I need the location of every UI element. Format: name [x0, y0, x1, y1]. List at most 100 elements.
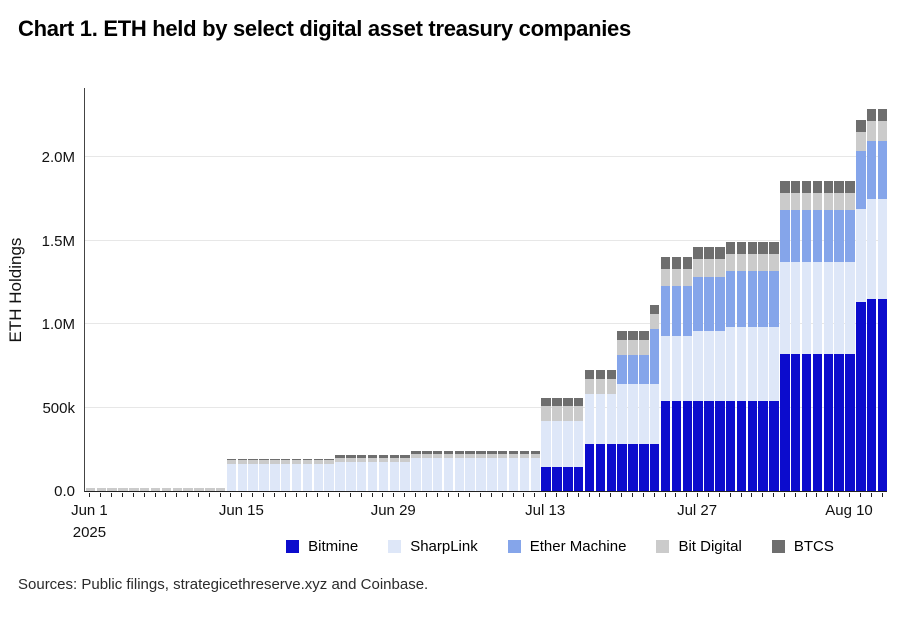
segment-bitmine — [606, 444, 616, 491]
legend-label: BTCS — [793, 538, 834, 555]
segment-bit-digital — [85, 487, 96, 491]
segment-sharplink — [530, 458, 541, 491]
segment-ether-machine — [682, 285, 692, 336]
segment-sharplink — [465, 458, 475, 491]
bar-day-22 — [324, 458, 334, 491]
gridline-1.0M — [85, 323, 887, 325]
day-tick — [859, 493, 861, 497]
segment-bit-digital — [389, 457, 399, 462]
day-tick — [686, 493, 688, 497]
y-tick-label-500k: 500k — [42, 399, 75, 417]
bar-day-43 — [552, 398, 562, 491]
segment-bit-digital — [628, 339, 638, 355]
day-tick — [783, 493, 785, 497]
bar-day-10 — [194, 487, 204, 491]
bar-day-7 — [161, 487, 172, 491]
segment-sharplink — [563, 420, 573, 467]
day-tick — [588, 493, 590, 497]
day-tick — [317, 493, 319, 497]
segment-bit-digital — [248, 459, 258, 464]
day-tick — [393, 493, 395, 497]
day-tick — [697, 493, 699, 497]
day-tick — [773, 493, 775, 497]
segment-bit-digital — [378, 457, 389, 462]
legend-swatch-icon — [286, 540, 300, 553]
segment-btcs — [324, 458, 334, 460]
segment-sharplink — [866, 198, 877, 300]
segment-ether-machine — [715, 276, 725, 331]
segment-btcs — [367, 454, 378, 458]
bar-day-71 — [856, 120, 866, 491]
segment-sharplink — [791, 262, 801, 355]
segment-ether-machine — [823, 209, 834, 263]
day-tick — [273, 493, 275, 497]
segment-ether-machine — [649, 329, 660, 385]
segment-bit-digital — [96, 487, 106, 491]
day-tick — [252, 493, 254, 497]
segment-btcs — [628, 330, 638, 340]
segment-bit-digital — [584, 379, 595, 395]
segment-bit-digital — [574, 405, 584, 421]
day-tick — [718, 493, 720, 497]
segment-btcs — [291, 458, 302, 460]
segment-bit-digital — [226, 459, 237, 464]
segment-bit-digital — [118, 487, 128, 491]
segment-btcs — [508, 451, 519, 455]
segment-bitmine — [845, 354, 855, 491]
segment-bit-digital — [758, 253, 768, 272]
day-tick — [849, 493, 851, 497]
segment-btcs — [487, 451, 497, 455]
segment-btcs — [693, 247, 703, 259]
segment-btcs — [704, 247, 714, 259]
segment-sharplink — [671, 335, 682, 401]
segment-sharplink — [335, 461, 345, 491]
day-tick — [675, 493, 677, 497]
bar-day-25 — [356, 454, 367, 491]
bar-day-64 — [780, 180, 790, 491]
segment-bitmine — [715, 400, 725, 491]
segment-bitmine — [595, 444, 606, 491]
segment-btcs — [715, 247, 725, 259]
bar-day-57 — [704, 247, 714, 491]
x-tick-label-aug-10: Aug 10 — [825, 502, 873, 519]
segment-bitmine — [693, 400, 703, 491]
bar-day-6 — [150, 487, 161, 491]
segment-sharplink — [281, 463, 291, 491]
day-tick — [523, 493, 525, 497]
bar-day-70 — [845, 180, 855, 491]
segment-btcs — [801, 180, 812, 194]
segment-btcs — [302, 458, 313, 460]
day-tick — [458, 493, 460, 497]
bar-day-21 — [313, 458, 324, 491]
day-tick — [176, 493, 178, 497]
segment-ether-machine — [856, 151, 866, 209]
day-tick — [577, 493, 579, 497]
legend-item-sharplink: SharpLink — [388, 538, 478, 555]
segment-sharplink — [454, 458, 465, 491]
bar-day-51 — [639, 330, 649, 491]
segment-btcs — [574, 398, 584, 406]
bar-day-65 — [791, 180, 801, 491]
segment-sharplink — [356, 461, 367, 491]
segment-btcs — [443, 451, 454, 455]
segment-bit-digital — [530, 454, 541, 459]
segment-bit-digital — [237, 459, 248, 464]
segment-bitmine — [628, 444, 638, 491]
segment-btcs — [823, 180, 834, 194]
bar-day-0 — [85, 487, 96, 491]
gridline-1.5M — [85, 239, 887, 241]
day-tick — [827, 493, 829, 497]
day-tick — [425, 493, 427, 497]
segment-bit-digital — [432, 454, 443, 459]
bar-day-68 — [823, 180, 834, 491]
segment-ether-machine — [877, 141, 888, 199]
segment-btcs — [617, 330, 627, 340]
day-tick — [805, 493, 807, 497]
segment-sharplink — [693, 330, 703, 401]
segment-btcs — [866, 108, 877, 122]
bar-day-33 — [443, 451, 454, 491]
segment-sharplink — [248, 463, 258, 491]
segment-bit-digital — [801, 193, 812, 210]
segment-bitmine — [682, 400, 692, 491]
bar-day-52 — [649, 304, 660, 491]
